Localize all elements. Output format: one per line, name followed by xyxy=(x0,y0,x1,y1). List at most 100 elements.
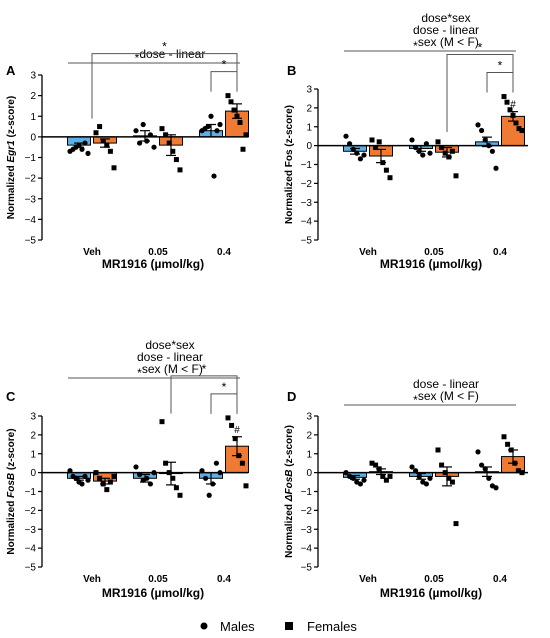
point-male xyxy=(85,150,91,156)
point-male xyxy=(427,475,433,481)
point-male xyxy=(203,475,209,481)
y-tick-label: −2 xyxy=(25,506,37,517)
point-female xyxy=(100,481,106,487)
y-tick-label: −5 xyxy=(25,563,37,574)
point-male xyxy=(350,475,356,481)
point-female xyxy=(380,160,386,166)
y-tick-label: 3 xyxy=(306,85,312,96)
point-female xyxy=(439,145,445,151)
point-male xyxy=(475,449,481,455)
point-male xyxy=(493,485,499,491)
y-tick-label: −1 xyxy=(301,160,313,171)
panel-label: C xyxy=(6,389,16,404)
point-male xyxy=(416,148,422,154)
point-female xyxy=(373,462,379,468)
y-tick-label: 0 xyxy=(30,468,36,479)
point-female xyxy=(446,154,452,160)
point-female xyxy=(373,145,379,151)
point-female xyxy=(442,150,448,156)
x-tick-label: 0.05 xyxy=(148,574,168,585)
x-axis-label: MR1916 (µmol/kg) xyxy=(102,586,204,600)
point-male xyxy=(416,473,422,479)
point-female xyxy=(170,148,176,154)
y-axis-label: Normalized FosB (z-score) xyxy=(6,428,17,554)
point-female xyxy=(380,473,386,479)
point-male xyxy=(133,464,139,470)
point-male xyxy=(79,481,85,487)
x-tick-label: Veh xyxy=(83,574,101,585)
point-female xyxy=(97,124,103,130)
point-male xyxy=(482,137,488,143)
y-tick-label: −1 xyxy=(301,487,313,498)
point-female xyxy=(501,434,507,440)
point-female xyxy=(104,142,110,148)
point-female xyxy=(376,466,382,472)
point-female xyxy=(100,138,106,144)
annotation-star: * xyxy=(413,39,418,53)
x-tick-label: 0.05 xyxy=(424,247,444,258)
y-tick-label: 3 xyxy=(306,412,312,423)
point-female xyxy=(93,130,99,136)
point-male xyxy=(361,152,367,158)
annotation-star: * xyxy=(413,393,418,407)
point-male xyxy=(82,140,88,146)
point-male xyxy=(213,460,219,466)
y-label-post: (z-score) xyxy=(6,96,17,140)
point-female xyxy=(243,132,249,138)
annotation-star: * xyxy=(135,51,140,65)
y-tick-label: −4 xyxy=(25,215,37,226)
x-axis-label: MR1916 (µmol/kg) xyxy=(380,586,482,600)
annotation-label: dose - linear xyxy=(413,23,479,37)
point-male xyxy=(140,121,146,128)
point-male xyxy=(486,475,492,481)
annotation-label: *sex (M < F) xyxy=(137,362,203,380)
point-female xyxy=(170,475,176,481)
point-male xyxy=(357,481,363,487)
point-female xyxy=(225,93,231,99)
y-label-post: (z-score) xyxy=(284,425,295,469)
point-male xyxy=(151,144,157,150)
point-male xyxy=(208,113,214,119)
y-tick-label: −1 xyxy=(25,153,37,164)
y-tick-label: −2 xyxy=(25,174,37,185)
significance-bracket xyxy=(170,375,238,414)
point-female xyxy=(97,475,103,481)
point-male xyxy=(73,475,79,481)
annotation-label: dose - linear xyxy=(413,377,479,391)
point-female xyxy=(513,120,519,126)
point-male xyxy=(350,146,356,152)
point-female xyxy=(376,139,382,145)
point-female xyxy=(512,460,518,466)
point-female xyxy=(111,473,117,479)
y-tick-label: −3 xyxy=(25,525,37,536)
point-male xyxy=(427,150,433,156)
legend: Males Females xyxy=(200,619,357,634)
x-tick-label: Veh xyxy=(83,247,101,258)
point-female xyxy=(435,139,441,145)
y-tick-label: −1 xyxy=(25,487,37,498)
point-female xyxy=(166,140,172,146)
point-male xyxy=(133,128,139,134)
point-male xyxy=(493,165,499,171)
hash-mark: # xyxy=(234,425,240,436)
y-tick-label: −2 xyxy=(301,179,313,190)
y-label-pre: Normalized Fos (z-score) xyxy=(284,105,295,224)
y-tick-label: 2 xyxy=(306,430,312,441)
significance-bracket xyxy=(486,72,514,93)
y-tick-label: 0 xyxy=(30,132,36,143)
point-female xyxy=(505,441,511,447)
point-female xyxy=(508,447,514,453)
x-tick-label: 0.4 xyxy=(217,574,231,585)
point-female xyxy=(449,479,455,485)
panel-label: D xyxy=(287,389,296,404)
point-female xyxy=(435,447,441,453)
significance-bracket xyxy=(210,393,238,414)
point-female xyxy=(369,460,375,466)
y-axis-label: Normalized Egr1 (z-score) xyxy=(6,96,17,219)
point-male xyxy=(354,150,360,156)
point-female xyxy=(229,422,235,428)
y-tick-label: −2 xyxy=(301,506,313,517)
legend-male-marker xyxy=(200,622,208,630)
